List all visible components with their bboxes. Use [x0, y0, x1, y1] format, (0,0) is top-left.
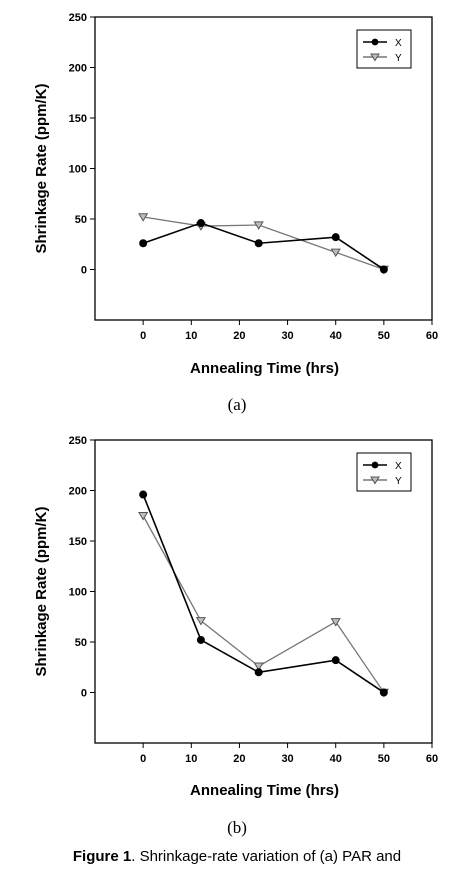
legend: XY [356, 452, 412, 492]
y-axis-title: Shrinkage Rate (ppm/K) [33, 506, 50, 676]
x-tick-label: 10 [185, 753, 197, 765]
panel-label: (a) [228, 395, 247, 414]
x-tick-label: 60 [426, 753, 438, 765]
legend-box [356, 29, 412, 69]
y-tick-label: 0 [81, 688, 87, 700]
legend-marker [370, 53, 380, 62]
x-tick-label: 30 [281, 330, 293, 342]
x-tick-label: 0 [140, 753, 146, 765]
data-point-y [138, 213, 149, 222]
legend-box [356, 452, 412, 492]
caption-label: Figure 1 [72, 848, 132, 865]
series-line-y [142, 515, 385, 693]
panel-label: (b) [227, 818, 247, 837]
y-tick-label: 250 [69, 435, 87, 447]
data-point-y [253, 662, 264, 672]
chart-panel-2: 0 50 100 150 200 250 0 10 20 30 40 50 60 Annealing Ti… [33, 435, 438, 837]
y-tick-label: 200 [69, 486, 87, 498]
data-point-x [139, 490, 148, 499]
x-tick-label: 40 [330, 753, 342, 765]
data-point-x [331, 233, 340, 242]
data-point-x [331, 656, 340, 665]
data-point-y [330, 618, 341, 627]
legend: XY [356, 29, 412, 69]
x-tick-label: 20 [233, 330, 245, 342]
legend-label: X [395, 38, 402, 49]
legend-label: X [395, 461, 402, 472]
legend-marker [370, 476, 380, 485]
data-point-x [254, 239, 263, 248]
legend-label: Y [395, 53, 402, 64]
data-point-y [195, 617, 206, 626]
y-tick-label: 250 [69, 12, 87, 24]
series-line-x [142, 222, 385, 271]
x-tick-label: 30 [281, 753, 293, 765]
y-tick-label: 100 [69, 587, 87, 599]
chart-panel-1: 0 50 100 150 200 250 0 10 20 30 40 50 60 Annealing Ti… [33, 12, 438, 414]
y-tick-label: 50 [75, 214, 87, 226]
y-tick-label: 150 [69, 113, 87, 125]
legend-marker [371, 38, 379, 46]
data-point-x [196, 635, 205, 644]
legend-marker [371, 461, 379, 469]
y-tick-label: 100 [69, 164, 87, 176]
data-point-x [196, 219, 205, 228]
x-tick-label: 10 [185, 330, 197, 342]
y-tick-label: 0 [81, 265, 87, 277]
data-point-x [139, 239, 148, 248]
data-point-y [138, 512, 149, 521]
caption-text: . Shrinkage-rate variation of (a) PAR an… [131, 848, 402, 865]
x-tick-label: 40 [330, 330, 342, 342]
legend-label: Y [395, 476, 402, 487]
x-tick-label: 20 [233, 753, 245, 765]
y-tick-label: 200 [69, 63, 87, 75]
x-tick-label: 50 [378, 753, 390, 765]
x-tick-label: 0 [140, 330, 146, 342]
y-tick-label: 50 [75, 637, 87, 649]
data-point-x [379, 265, 388, 274]
figure-caption: Figure 1. Shrinkage-rate variation of (a… [0, 848, 474, 865]
y-tick-label: 150 [69, 536, 87, 548]
data-point-y [253, 221, 264, 230]
data-point-y [330, 248, 341, 258]
x-axis-title: Annealing Time (hrs) [190, 782, 339, 799]
data-point-x [254, 668, 263, 677]
x-tick-label: 60 [426, 330, 438, 342]
data-point-x [379, 688, 388, 697]
x-tick-label: 50 [378, 330, 390, 342]
y-axis-title: Shrinkage Rate (ppm/K) [33, 83, 50, 253]
x-axis-title: Annealing Time (hrs) [190, 360, 339, 377]
